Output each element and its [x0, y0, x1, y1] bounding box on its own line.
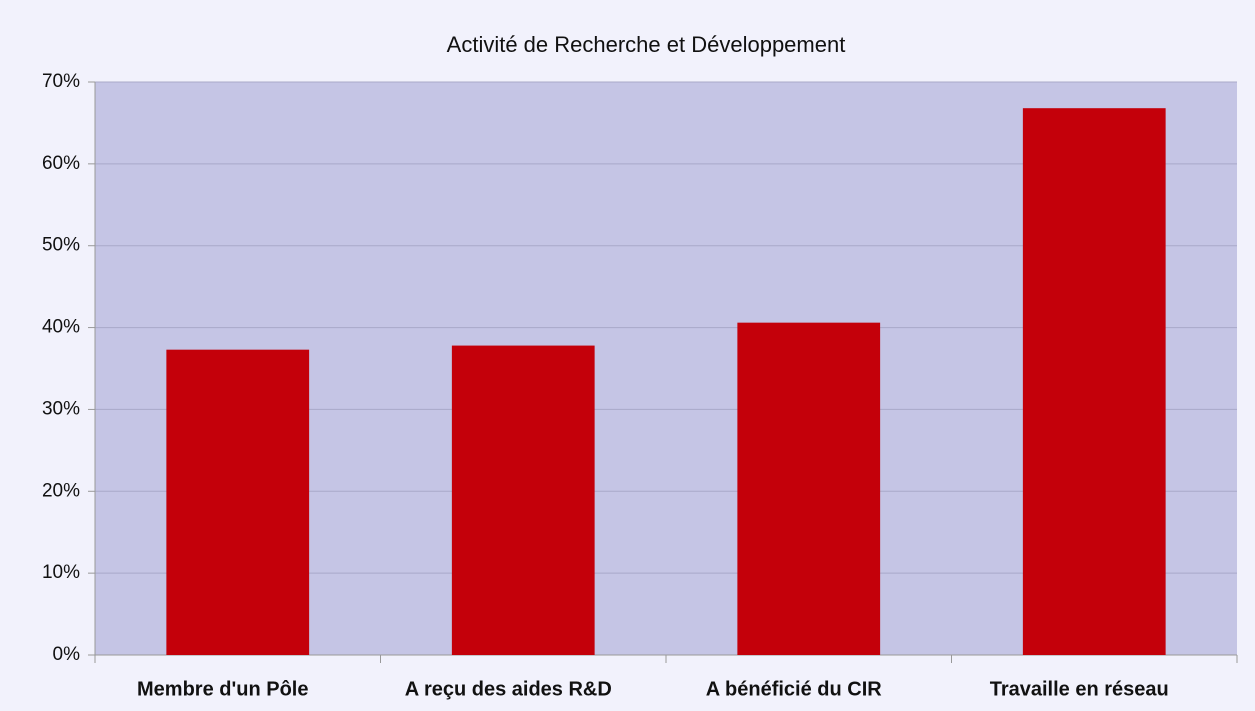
chart-title: Activité de Recherche et Développement	[447, 32, 846, 57]
bar	[737, 322, 881, 655]
y-tick-label: 30%	[42, 398, 80, 419]
y-tick-label: 20%	[42, 480, 80, 501]
y-tick-label: 40%	[42, 317, 80, 338]
bar	[166, 349, 310, 655]
y-tick-label: 50%	[42, 235, 80, 256]
x-tick-label: A reçu des aides R&D	[405, 678, 612, 700]
x-tick-label: Travaille en réseau	[990, 678, 1169, 700]
y-tick-label: 10%	[42, 562, 80, 583]
y-tick-label: 0%	[53, 644, 81, 665]
y-tick-label: 60%	[42, 153, 80, 174]
x-tick-label: A bénéficié du CIR	[706, 678, 883, 700]
y-tick-label: 70%	[42, 71, 80, 92]
bar	[451, 345, 595, 655]
bar	[1022, 108, 1166, 656]
x-tick-label: Membre d'un Pôle	[137, 678, 308, 700]
